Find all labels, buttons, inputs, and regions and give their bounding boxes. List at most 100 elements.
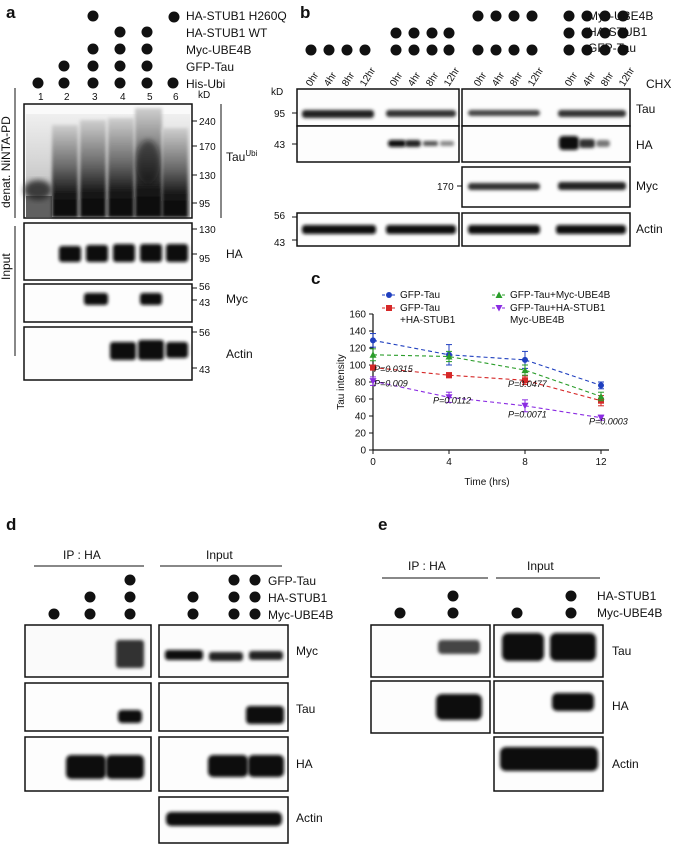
input-label: Input (527, 559, 554, 573)
tau-intensity-chart: 0 20 40 60 80 100 120 140 160 0 4 8 12 Time (hrs) Tau … (336, 290, 628, 488)
presence-dot (48, 608, 60, 620)
y-tick-label: 60 (355, 395, 367, 406)
presence-dot (114, 26, 126, 38)
data-point (369, 351, 377, 358)
time-label: 0hr (304, 70, 321, 89)
marker: 240 (199, 117, 216, 128)
presence-dot (114, 60, 126, 72)
panel-c-letter: c (311, 269, 320, 288)
presence-dot (443, 44, 455, 56)
d-ip-ha-blot (24, 736, 152, 792)
p-value-annotation: P=0.0477 (508, 379, 548, 389)
y-tick-label: 40 (355, 412, 367, 423)
presence-dot (394, 607, 406, 619)
panel-c: c 0 20 40 60 80 100 120 140 160 0 4 8 12 Time (hrs) Ta… (311, 269, 628, 488)
y-tick-label: 100 (349, 361, 366, 372)
marker: 95 (199, 254, 211, 265)
x-tick-label: 12 (595, 457, 607, 468)
presence-dot (87, 10, 99, 22)
panel-b: b Myc-UBE4B HA-STUB1 GFP-Tau CHX 0hr 4hr 8… (271, 3, 671, 249)
presence-dot (124, 608, 136, 620)
data-point (445, 353, 453, 360)
ha-blot-a (23, 222, 193, 281)
data-point (446, 372, 452, 379)
presence-dot (167, 77, 179, 89)
tau-blot-label: Tau (612, 644, 631, 658)
presence-dot (249, 608, 261, 620)
presence-dot (565, 607, 577, 619)
presence-dot (426, 44, 438, 56)
presence-dot (472, 10, 484, 22)
data-point (522, 377, 528, 384)
presence-dot (408, 27, 420, 39)
legend-myc-ube4b: Myc-UBE4B (186, 43, 251, 57)
d-in-ha-blot (158, 736, 289, 792)
marker: 95 (274, 109, 286, 120)
legend-label: GFP-Tau (400, 290, 440, 301)
marker: 56 (274, 211, 286, 222)
panel-e-dot-matrix (394, 590, 577, 619)
marker: 95 (199, 199, 211, 210)
data-point (445, 394, 453, 401)
panel-d-dot-matrix (48, 574, 261, 620)
presence-dot (141, 77, 153, 89)
y-tick-label: 120 (349, 344, 366, 355)
actin-blot-label: Actin (226, 347, 253, 361)
data-point (597, 414, 605, 422)
presence-dot (187, 608, 199, 620)
marker: 56 (199, 282, 211, 293)
time-label: 12hr (442, 65, 462, 88)
presence-dot (124, 574, 136, 586)
myc-blot-label: Myc (226, 292, 248, 306)
legend-ha-stub1-wt: HA-STUB1 WT (186, 26, 268, 40)
panel-e: e IP : HA Input HA-STUB1 Myc-UBE4B Tau H… (370, 515, 662, 792)
presence-dot (58, 60, 70, 72)
presence-dot (228, 574, 240, 586)
legend-ha-stub1-h260q: HA-STUB1 H260Q (186, 9, 287, 23)
time-label: 12hr (617, 65, 637, 88)
actin-blot-label: Actin (612, 757, 639, 771)
data-point (495, 305, 503, 312)
presence-dot (141, 43, 153, 55)
p-value-annotation: P=0.0071 (508, 410, 547, 420)
ha-blot-label: HA (296, 757, 313, 771)
presence-dot (617, 44, 629, 56)
x-axis-label: Time (hrs) (464, 477, 509, 488)
tau-blot-label: Tau (636, 102, 655, 116)
x-tick-label: 8 (522, 457, 528, 468)
d-in-tau-blot (158, 682, 289, 732)
chx-label: CHX (646, 77, 671, 91)
presence-dot (599, 44, 611, 56)
presence-dot (87, 43, 99, 55)
presence-dot (563, 10, 575, 22)
lane-number: 2 (64, 92, 70, 103)
presence-dot (508, 44, 520, 56)
d-in-myc-blot (158, 624, 289, 678)
legend-line: GFP-Tau+HA-STUB1 (510, 303, 606, 314)
time-label: 0hr (563, 70, 580, 89)
actin-blot-right (461, 212, 631, 247)
presence-dot (408, 44, 420, 56)
series-0 (370, 333, 604, 390)
time-label: 8hr (340, 70, 357, 89)
data-point (370, 364, 376, 371)
presence-dot (305, 44, 317, 56)
presence-dot (168, 11, 180, 23)
presence-dot (599, 27, 611, 39)
panel-a-dot-matrix (32, 10, 180, 89)
e-ip-tau-blot (370, 624, 491, 678)
time-label: 12hr (526, 65, 546, 88)
ha-blot-label: HA (226, 247, 243, 261)
legend-gfp-tau: GFP-Tau (268, 574, 316, 588)
marker: 43 (199, 365, 211, 376)
presence-dot (124, 591, 136, 603)
x-tick-label: 0 (370, 457, 376, 468)
panel-a: a HA-STUB1 H260Q HA-STUB1 WT Myc-UBE4B G… (0, 3, 287, 381)
legend-line: GFP-Tau (400, 303, 440, 314)
presence-dot (443, 27, 455, 39)
ha-blot-label: HA (636, 138, 653, 152)
e-ip-ha-blot (370, 680, 491, 734)
pulldown-markers: 240 170 130 95 (192, 117, 216, 210)
panel-d-letter: d (6, 515, 16, 534)
series-line (372, 367, 602, 402)
